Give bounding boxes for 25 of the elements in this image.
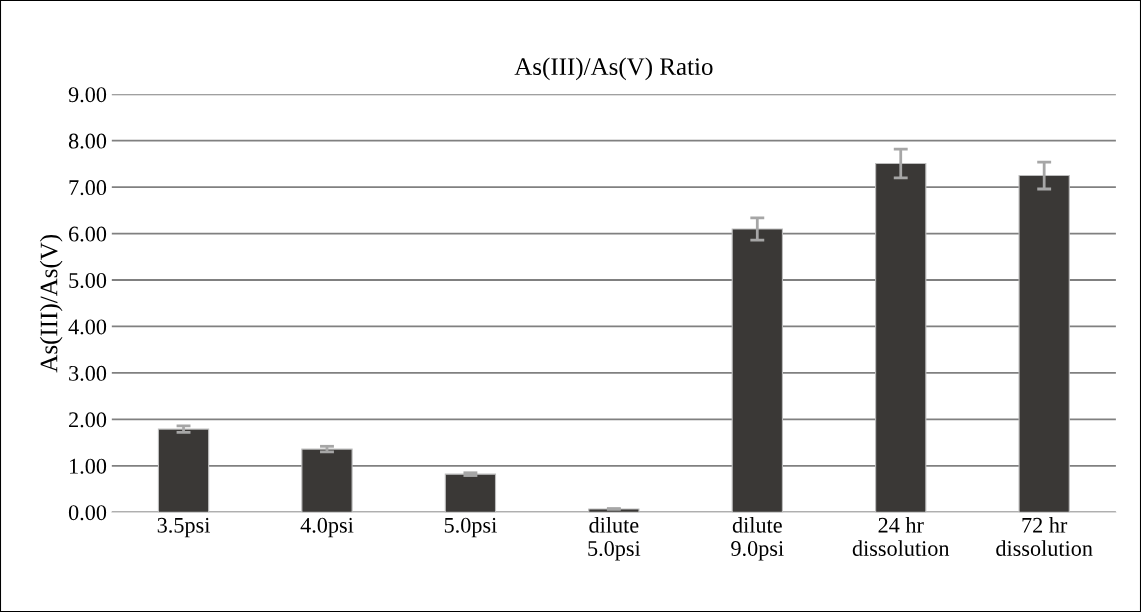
y-tick-label: 4.00 [68, 319, 107, 335]
y-tick-label: 8.00 [68, 133, 107, 149]
x-tick-label: 3.5psi [157, 517, 210, 538]
y-tick-label: 3.00 [69, 365, 107, 381]
y-tick-label: 7.00 [69, 180, 107, 196]
y-tick-label: 5.00 [69, 272, 107, 289]
bar [1018, 174, 1070, 513]
bar [301, 448, 353, 513]
x-tick-label: dilute 9.0psi [731, 517, 784, 561]
bar [731, 228, 783, 513]
bar [157, 428, 210, 513]
x-tick-label: 5.0psi [444, 517, 497, 538]
y-axis-title: As(III)/As(V) [39, 234, 63, 373]
chart-title: As(III)/As(V) Ratio [514, 57, 713, 81]
y-tick-label: 9.00 [68, 87, 107, 103]
y-tick-label: 2.00 [69, 412, 107, 428]
x-tick-label: dilute 5.0psi [588, 517, 641, 561]
bar [444, 473, 497, 513]
x-tick-label: 24 hr dissolution [852, 517, 950, 556]
bar [875, 162, 927, 513]
x-tick-label: 4.0psi [300, 517, 354, 538]
x-tick-label: 72 hr dissolution [996, 517, 1093, 556]
y-tick-label: 0.00 [68, 505, 107, 521]
y-tick-label: 6.00 [69, 226, 107, 242]
y-tick-label: 1.00 [70, 458, 107, 474]
